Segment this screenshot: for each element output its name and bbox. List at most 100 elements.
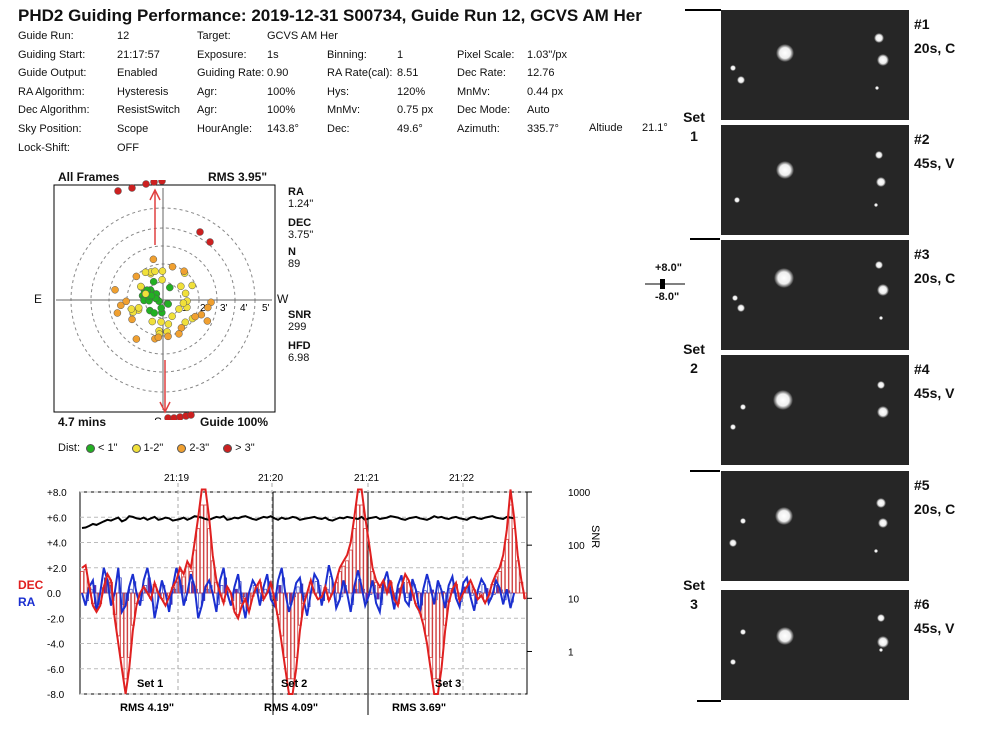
dec-correction-bar bbox=[178, 571, 182, 594]
scatter-point bbox=[181, 289, 190, 298]
panel-label: #4 45s, V bbox=[914, 357, 954, 405]
star-image-panel bbox=[721, 125, 909, 235]
image-set-number: 3 bbox=[690, 596, 698, 612]
star bbox=[740, 404, 746, 410]
set-label: Set 3 bbox=[435, 678, 461, 690]
scatter-point bbox=[196, 228, 204, 236]
star-image-panel bbox=[721, 471, 909, 581]
ring-label: 4' bbox=[240, 303, 248, 314]
scatter-point bbox=[181, 318, 190, 327]
altitude-value: 21.1° bbox=[642, 122, 668, 134]
panel-exposure: 20s, C bbox=[914, 40, 956, 56]
star bbox=[737, 304, 745, 312]
ring-label: 2' bbox=[200, 303, 208, 314]
info-value: 143.8° bbox=[267, 123, 299, 135]
panel-number: #2 bbox=[914, 131, 930, 147]
scatter-point bbox=[175, 305, 183, 313]
info-label: Guiding Start: bbox=[18, 48, 86, 61]
star bbox=[732, 295, 738, 301]
scatter-point bbox=[141, 268, 150, 277]
info-label: Guide Run: bbox=[18, 30, 74, 42]
dec-correction-bar bbox=[287, 592, 291, 680]
stat-label: DEC bbox=[288, 217, 312, 229]
scatter-point bbox=[149, 277, 158, 286]
compass-north: N bbox=[154, 180, 163, 183]
dec-correction-bar bbox=[236, 592, 241, 615]
scatter-point bbox=[164, 320, 173, 328]
info-label: Guiding Rate: bbox=[197, 67, 265, 80]
ring-label: 5' bbox=[262, 303, 270, 314]
star bbox=[877, 284, 889, 296]
set-divider-1-2 bbox=[690, 238, 720, 240]
duration-label: 4.7 mins bbox=[58, 415, 107, 429]
dist-legend-title: Dist: bbox=[58, 442, 80, 454]
dec-correction-bar bbox=[512, 528, 517, 594]
scatter-point bbox=[150, 309, 158, 317]
star bbox=[877, 636, 889, 648]
image-set-label: Set 3 bbox=[677, 576, 711, 614]
dist-legend-label: 2-3" bbox=[189, 442, 210, 454]
panel-exposure: 20s, C bbox=[914, 501, 956, 517]
panel-label: #3 20s, C bbox=[914, 242, 955, 290]
panel-number: #4 bbox=[914, 361, 930, 377]
info-value: 1 bbox=[397, 48, 404, 61]
dec-correction-bar bbox=[123, 592, 128, 680]
stat-label: RA bbox=[288, 186, 304, 198]
image-set-number: 1 bbox=[690, 128, 698, 144]
panel-exposure: 45s, V bbox=[914, 155, 955, 171]
info-value: 0.90 bbox=[267, 67, 289, 80]
info-value: Auto bbox=[527, 104, 550, 117]
scatter-point bbox=[157, 318, 165, 326]
dec-arrow-up-head bbox=[149, 188, 161, 201]
info-label: Dec: bbox=[327, 123, 350, 135]
y-tick-label: +8.0 bbox=[47, 488, 67, 499]
star bbox=[879, 316, 883, 320]
info-value: 8.51 bbox=[397, 67, 419, 80]
dist-legend: Dist: < 1" 1-2" 2-3" > 3" bbox=[58, 442, 255, 454]
info-label: Agr: bbox=[197, 85, 218, 98]
image-set-word: Set bbox=[683, 577, 705, 593]
panel-number: #5 bbox=[914, 477, 930, 493]
snr-tick-label: 10 bbox=[568, 594, 580, 605]
dist-legend-item: 1-2" bbox=[131, 442, 163, 454]
info-value: 12.76 bbox=[527, 67, 555, 80]
scatter-point bbox=[128, 315, 136, 324]
scatter-point bbox=[137, 282, 145, 291]
dist-legend-item: < 1" bbox=[86, 442, 118, 454]
info-label: Dec Rate: bbox=[457, 67, 506, 80]
target-scatter-plot: 1'2'3'4'5' N S bbox=[53, 180, 276, 420]
info-label: Dec Mode: bbox=[457, 104, 511, 117]
star bbox=[874, 549, 878, 553]
scatter-point bbox=[187, 411, 195, 419]
info-value: 21:17:57 bbox=[117, 48, 160, 61]
y-tick-label: -2.0 bbox=[47, 614, 65, 625]
scatter-point bbox=[191, 312, 199, 321]
star-image-panel bbox=[721, 355, 909, 465]
star bbox=[876, 498, 886, 508]
image-set-word: Set bbox=[683, 341, 705, 357]
dist-legend-item: 2-3" bbox=[177, 442, 209, 454]
dec-correction-bar bbox=[370, 571, 375, 594]
stat-value: 3.75" bbox=[288, 229, 314, 241]
set-label: Set 2 bbox=[281, 678, 307, 690]
info-value: 1.03"/px bbox=[527, 48, 567, 61]
scatter-point bbox=[180, 267, 188, 275]
info-value: 49.6° bbox=[397, 123, 423, 135]
scatter-point bbox=[114, 187, 122, 195]
scatter-point bbox=[206, 238, 214, 246]
scatter-point bbox=[150, 180, 158, 186]
star bbox=[776, 161, 794, 179]
y-tick-label: -6.0 bbox=[47, 665, 65, 676]
scatter-point bbox=[164, 300, 172, 308]
snr-tick-label: 1000 bbox=[568, 488, 591, 499]
panel-exposure: 45s, V bbox=[914, 620, 955, 636]
stat-value: 299 bbox=[288, 321, 307, 333]
time-tick-label: 21:20 bbox=[258, 473, 283, 484]
scatter-point bbox=[197, 310, 206, 319]
ra-correction-bar bbox=[234, 588, 238, 594]
dec-correction-bar bbox=[348, 549, 353, 594]
info-label: MnMv: bbox=[457, 85, 490, 98]
star bbox=[875, 151, 883, 159]
image-set-word: Set bbox=[683, 109, 705, 125]
scatter-point bbox=[158, 276, 166, 284]
